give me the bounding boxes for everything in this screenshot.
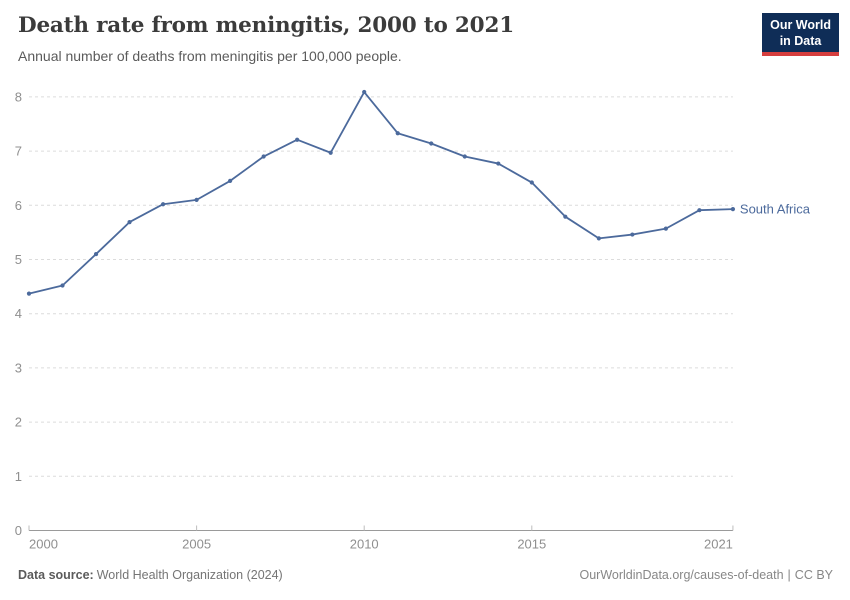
y-tick-label: 2: [15, 415, 22, 430]
x-tick-label: 2015: [517, 537, 546, 552]
x-tick-label: 2005: [182, 537, 211, 552]
series-label-south-africa[interactable]: South Africa: [740, 201, 811, 216]
data-point: [160, 202, 166, 207]
data-point: [362, 89, 367, 95]
data-source: Data source: World Health Organization (2…: [18, 568, 283, 582]
data-point: [496, 161, 501, 166]
data-point: [663, 226, 668, 231]
chart-header: Death rate from meningitis, 2000 to 2021…: [18, 13, 839, 65]
data-source-label: Data source:: [18, 568, 94, 582]
data-point: [295, 137, 300, 142]
line-chart-canvas: 0 1 2 3 4 5 6 7 8 2000 2005 2010 2015 2021 South Afric…: [15, 89, 811, 552]
chart-footer: Data source: World Health Organization (2…: [18, 568, 833, 582]
line-series: [28, 91, 734, 295]
data-point: [26, 291, 32, 296]
owid-logo-line2: in Data: [779, 33, 822, 48]
y-tick-label: 1: [15, 469, 22, 484]
y-tick-label: 5: [15, 252, 22, 267]
data-point: [462, 154, 467, 159]
footer-license: CC BY: [794, 568, 833, 582]
data-point: [529, 180, 534, 185]
data-point: [563, 214, 568, 219]
footer-attribution: OurWorldinData.org/causes-of-death | CC BY: [580, 568, 834, 582]
chart-header-text: Death rate from meningitis, 2000 to 2021…: [18, 13, 514, 65]
chart-subtitle: Annual number of deaths from meningitis …: [18, 47, 402, 64]
y-tick-label: 7: [15, 144, 22, 159]
y-tick-label: 8: [15, 89, 22, 104]
y-tick-label: 3: [15, 360, 22, 375]
data-point: [395, 131, 400, 136]
y-tick-label: 4: [15, 306, 22, 321]
owid-logo: Our World in Data: [762, 13, 839, 57]
chart-title: Death rate from meningitis, 2000 to 2021: [18, 13, 514, 38]
data-source-value: World Health Organization (2024): [96, 568, 283, 582]
data-point: [127, 220, 132, 225]
data-point: [630, 232, 635, 237]
data-point: [60, 283, 65, 288]
footer-separator: |: [787, 568, 791, 582]
x-tick-label: 2000: [29, 537, 58, 552]
data-point: [697, 208, 702, 213]
data-point: [429, 141, 434, 146]
x-tick-label: 2021: [704, 537, 733, 552]
data-point: [328, 150, 333, 155]
data-point: [228, 178, 233, 184]
y-tick-label: 6: [15, 198, 22, 213]
y-tick-label: 0: [15, 523, 22, 538]
data-point: [194, 197, 199, 202]
data-point: [93, 251, 99, 257]
x-tick-label: 2010: [350, 537, 379, 552]
data-point: [261, 154, 266, 159]
owid-logo-line1: Our World: [770, 18, 831, 32]
footer-url[interactable]: OurWorldinData.org/causes-of-death: [579, 568, 784, 582]
data-point: [730, 206, 736, 212]
data-point: [596, 236, 601, 241]
